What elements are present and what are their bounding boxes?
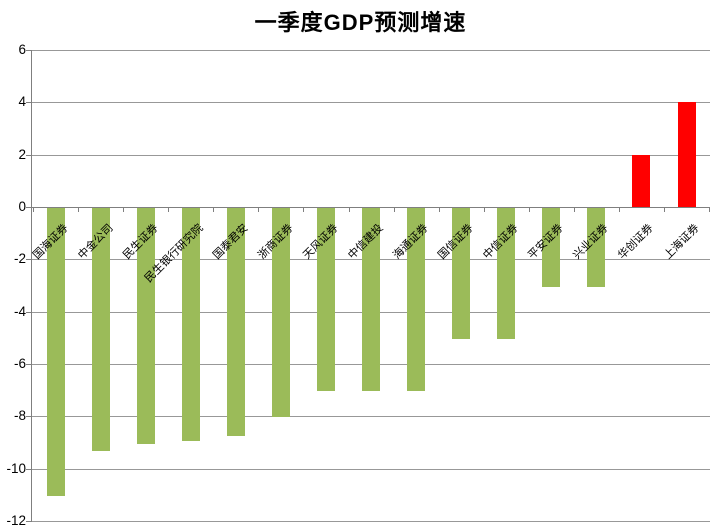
x-axis-tick — [258, 207, 260, 212]
bar-5 — [226, 208, 245, 436]
x-axis-tick — [438, 207, 440, 212]
bar-15 — [677, 102, 696, 207]
x-axis-tick — [33, 207, 34, 212]
x-axis-tick — [709, 207, 710, 212]
x-axis-tick — [168, 207, 170, 212]
y-axis-tick — [26, 207, 31, 208]
bar-6 — [271, 208, 290, 418]
bar-13 — [587, 208, 606, 287]
y-axis-tick — [26, 154, 31, 156]
y-axis-tick — [26, 521, 31, 522]
bar-10 — [452, 208, 471, 339]
y-axis-tick — [26, 364, 31, 365]
y-tick-label: -12 — [6, 513, 26, 528]
y-tick-label: -4 — [13, 303, 26, 319]
x-axis-line — [31, 207, 710, 208]
x-axis-tick — [123, 207, 125, 212]
y-axis-tick — [26, 416, 31, 418]
y-tick-label: -2 — [13, 251, 26, 267]
x-axis-tick — [573, 207, 575, 212]
y-axis-tick — [26, 259, 31, 261]
chart-title: 一季度GDP预测增速 — [254, 10, 467, 35]
x-axis-tick — [78, 207, 79, 212]
gridline — [31, 416, 710, 418]
bar-9 — [407, 208, 426, 392]
y-tick-label: 6 — [18, 42, 26, 57]
y-tick-label: -8 — [13, 408, 26, 424]
gridline — [31, 154, 710, 156]
y-tick-label: 2 — [18, 146, 26, 162]
y-tick-label: -10 — [6, 460, 26, 476]
bar-3 — [136, 208, 155, 444]
x-axis-tick — [393, 207, 395, 212]
y-tick-label: 0 — [18, 199, 26, 214]
x-axis-tick — [213, 207, 215, 212]
gridline — [31, 521, 710, 522]
bar-7 — [316, 208, 335, 392]
x-axis-tick — [303, 207, 305, 212]
y-tick-label: -6 — [13, 356, 26, 371]
y-axis-tick — [26, 311, 31, 313]
x-axis-tick — [618, 207, 620, 212]
category-label: 上海证券 — [661, 222, 702, 262]
y-axis-tick — [26, 102, 31, 104]
bar-2 — [91, 208, 110, 452]
bar-11 — [497, 208, 516, 339]
x-axis-tick — [663, 207, 665, 212]
bar-14 — [632, 154, 651, 207]
y-axis-tick — [26, 50, 31, 51]
gridline — [31, 102, 710, 104]
bar-8 — [362, 208, 380, 392]
bar-1 — [46, 208, 65, 496]
y-axis-tick — [26, 468, 31, 470]
x-axis-tick — [483, 207, 485, 212]
gridline — [31, 50, 710, 51]
x-axis-tick — [528, 207, 530, 212]
x-axis-tick — [348, 207, 350, 212]
y-axis-line — [31, 50, 32, 522]
bar-12 — [542, 208, 561, 287]
y-tick-label: 4 — [18, 94, 26, 110]
gridline — [31, 468, 710, 470]
category-label: 华创证券 — [616, 222, 657, 262]
bar-4 — [181, 208, 200, 441]
